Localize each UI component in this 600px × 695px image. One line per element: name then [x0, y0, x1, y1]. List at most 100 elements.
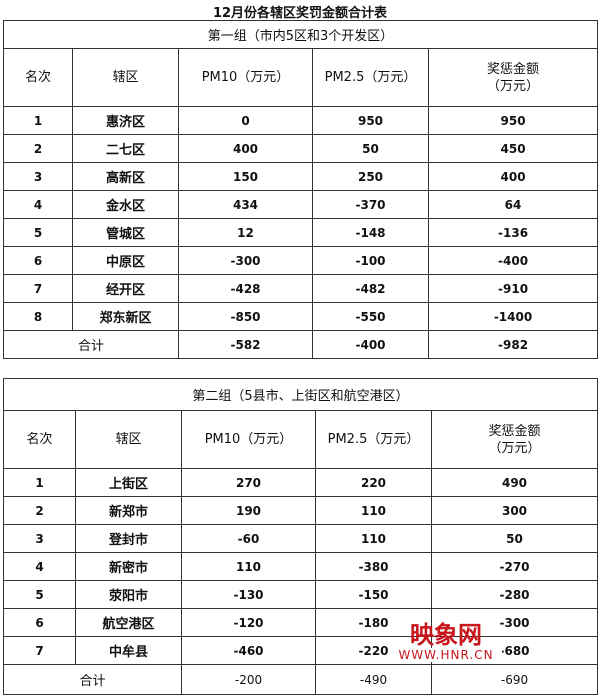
header-total-line2: （万元）	[487, 78, 540, 94]
group1-table: 第一组（市内5区和3个开发区） 名次 辖区 PM10（万元） PM2.5（万元）…	[2, 20, 599, 359]
cell-pm10: 0	[178, 106, 313, 135]
group-title: 第二组（5县市、上街区和航空港区）	[2, 378, 599, 411]
cell-rank: 4	[3, 190, 73, 219]
cell-pm10: 150	[178, 162, 313, 191]
cell-district: 金水区	[72, 190, 179, 219]
cell-rank: 1	[3, 468, 76, 497]
sum-total: -690	[430, 664, 599, 695]
header-district: 辖区	[72, 48, 179, 107]
cell-pm10: 190	[181, 496, 316, 525]
cell-pm10: -120	[181, 608, 316, 637]
cell-total: 490	[430, 468, 599, 497]
group-title: 第一组（市内5区和3个开发区）	[2, 20, 599, 49]
cell-pm10: -850	[178, 302, 313, 331]
cell-district: 管城区	[72, 218, 179, 247]
cell-total: -680	[430, 636, 599, 665]
cell-total: -270	[430, 552, 599, 581]
cell-pm25: -148	[312, 218, 429, 247]
header-pm10: PM10（万元）	[178, 48, 313, 107]
cell-rank: 6	[3, 246, 73, 275]
header-district: 辖区	[75, 410, 182, 469]
cell-total: 64	[427, 190, 599, 219]
cell-pm25: 110	[315, 496, 432, 525]
cell-rank: 2	[3, 134, 73, 163]
cell-total: 450	[427, 134, 599, 163]
cell-district: 郑东新区	[72, 302, 179, 331]
sum-total: -982	[427, 330, 599, 359]
cell-district: 新郑市	[75, 496, 182, 525]
cell-total: 50	[430, 524, 599, 553]
header-pm25: PM2.5（万元）	[315, 410, 432, 469]
cell-district: 登封市	[75, 524, 182, 553]
cell-pm10: -130	[181, 580, 316, 609]
cell-pm25: 250	[312, 162, 429, 191]
cell-district: 新密市	[75, 552, 182, 581]
cell-district: 中原区	[72, 246, 179, 275]
cell-pm10: 12	[178, 218, 313, 247]
table-row: 6 航空港区 -120 -180 -300	[3, 608, 599, 637]
cell-district: 二七区	[72, 134, 179, 163]
cell-pm10: 110	[181, 552, 316, 581]
table-row: 5 管城区 12 -148 -136	[3, 218, 599, 247]
cell-pm25: 110	[315, 524, 432, 553]
cell-pm25: 50	[312, 134, 429, 163]
table-row: 1 惠济区 0 950 950	[3, 106, 599, 135]
group2-table: 第二组（5县市、上街区和航空港区） 名次 辖区 PM10（万元） PM2.5（万…	[2, 378, 599, 695]
header-rank: 名次	[3, 48, 73, 107]
header-total-line2: （万元）	[488, 440, 541, 456]
cell-district: 荥阳市	[75, 580, 182, 609]
cell-pm10: -460	[181, 636, 316, 665]
table-row: 1 上街区 270 220 490	[3, 468, 599, 497]
cell-pm25: -482	[312, 274, 429, 303]
sum-pm25: -490	[315, 664, 432, 695]
cell-pm25: -220	[315, 636, 432, 665]
table-row: 5 荥阳市 -130 -150 -280	[3, 580, 599, 609]
cell-total: -300	[430, 608, 599, 637]
table-row: 3 登封市 -60 110 50	[3, 524, 599, 553]
cell-total: -400	[427, 246, 599, 275]
cell-rank: 4	[3, 552, 76, 581]
cell-total: 400	[427, 162, 599, 191]
cell-district: 高新区	[72, 162, 179, 191]
sum-pm25: -400	[312, 330, 429, 359]
table-row: 2 二七区 400 50 450	[3, 134, 599, 163]
cell-pm25: -180	[315, 608, 432, 637]
cell-total: 950	[427, 106, 599, 135]
cell-total: -1400	[427, 302, 599, 331]
cell-rank: 5	[3, 580, 76, 609]
cell-pm10: 270	[181, 468, 316, 497]
header-rank: 名次	[3, 410, 76, 469]
sum-label: 合计	[3, 330, 179, 359]
cell-district: 中牟县	[75, 636, 182, 665]
cell-district: 航空港区	[75, 608, 182, 637]
cell-total: -136	[427, 218, 599, 247]
cell-pm25: -380	[315, 552, 432, 581]
cell-district: 上街区	[75, 468, 182, 497]
cell-pm10: -300	[178, 246, 313, 275]
header-total: 奖惩金额 （万元）	[427, 48, 599, 107]
header-total-line1: 奖惩金额	[488, 423, 541, 439]
cell-rank: 3	[3, 524, 76, 553]
cell-rank: 7	[3, 636, 76, 665]
cell-total: 300	[430, 496, 599, 525]
cell-pm10: 434	[178, 190, 313, 219]
cell-pm25: -100	[312, 246, 429, 275]
cell-pm10: -60	[181, 524, 316, 553]
cell-rank: 1	[3, 106, 73, 135]
table-row: 4 金水区 434 -370 64	[3, 190, 599, 219]
header-pm25: PM2.5（万元）	[312, 48, 429, 107]
cell-district: 经开区	[72, 274, 179, 303]
cell-pm25: 220	[315, 468, 432, 497]
cell-rank: 6	[3, 608, 76, 637]
table-row: 8 郑东新区 -850 -550 -1400	[3, 302, 599, 331]
cell-rank: 8	[3, 302, 73, 331]
cell-pm25: 950	[312, 106, 429, 135]
cell-rank: 2	[3, 496, 76, 525]
sum-pm10: -200	[181, 664, 316, 695]
cell-pm10: -428	[178, 274, 313, 303]
cell-district: 惠济区	[72, 106, 179, 135]
sum-pm10: -582	[178, 330, 313, 359]
table-row: 7 中牟县 -460 -220 -680	[3, 636, 599, 665]
cell-rank: 7	[3, 274, 73, 303]
cell-pm10: 400	[178, 134, 313, 163]
